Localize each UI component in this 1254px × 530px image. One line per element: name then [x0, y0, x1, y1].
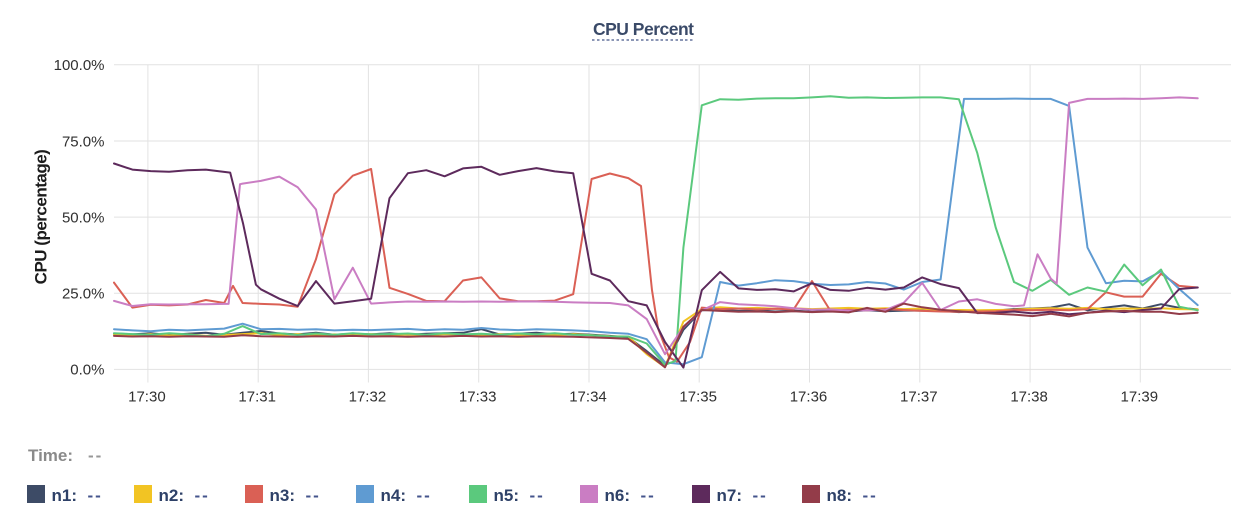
svg-text:17:31: 17:31 [238, 389, 276, 406]
svg-text:17:34: 17:34 [569, 389, 607, 406]
svg-text:75.0%: 75.0% [62, 133, 105, 150]
svg-text:17:39: 17:39 [1121, 389, 1159, 406]
svg-text:17:38: 17:38 [1010, 389, 1048, 406]
svg-text:17:35: 17:35 [679, 389, 717, 406]
svg-text:50.0%: 50.0% [62, 209, 105, 226]
svg-text:25.0%: 25.0% [62, 286, 105, 303]
svg-text:17:33: 17:33 [459, 389, 497, 406]
svg-text:17:30: 17:30 [128, 389, 166, 406]
svg-text:0.0%: 0.0% [70, 362, 104, 379]
svg-text:17:37: 17:37 [900, 389, 938, 406]
svg-text:100.0%: 100.0% [54, 57, 105, 74]
svg-text:17:36: 17:36 [790, 389, 828, 406]
svg-text:CPU (percentage): CPU (percentage) [32, 150, 51, 285]
svg-text:17:32: 17:32 [349, 389, 387, 406]
